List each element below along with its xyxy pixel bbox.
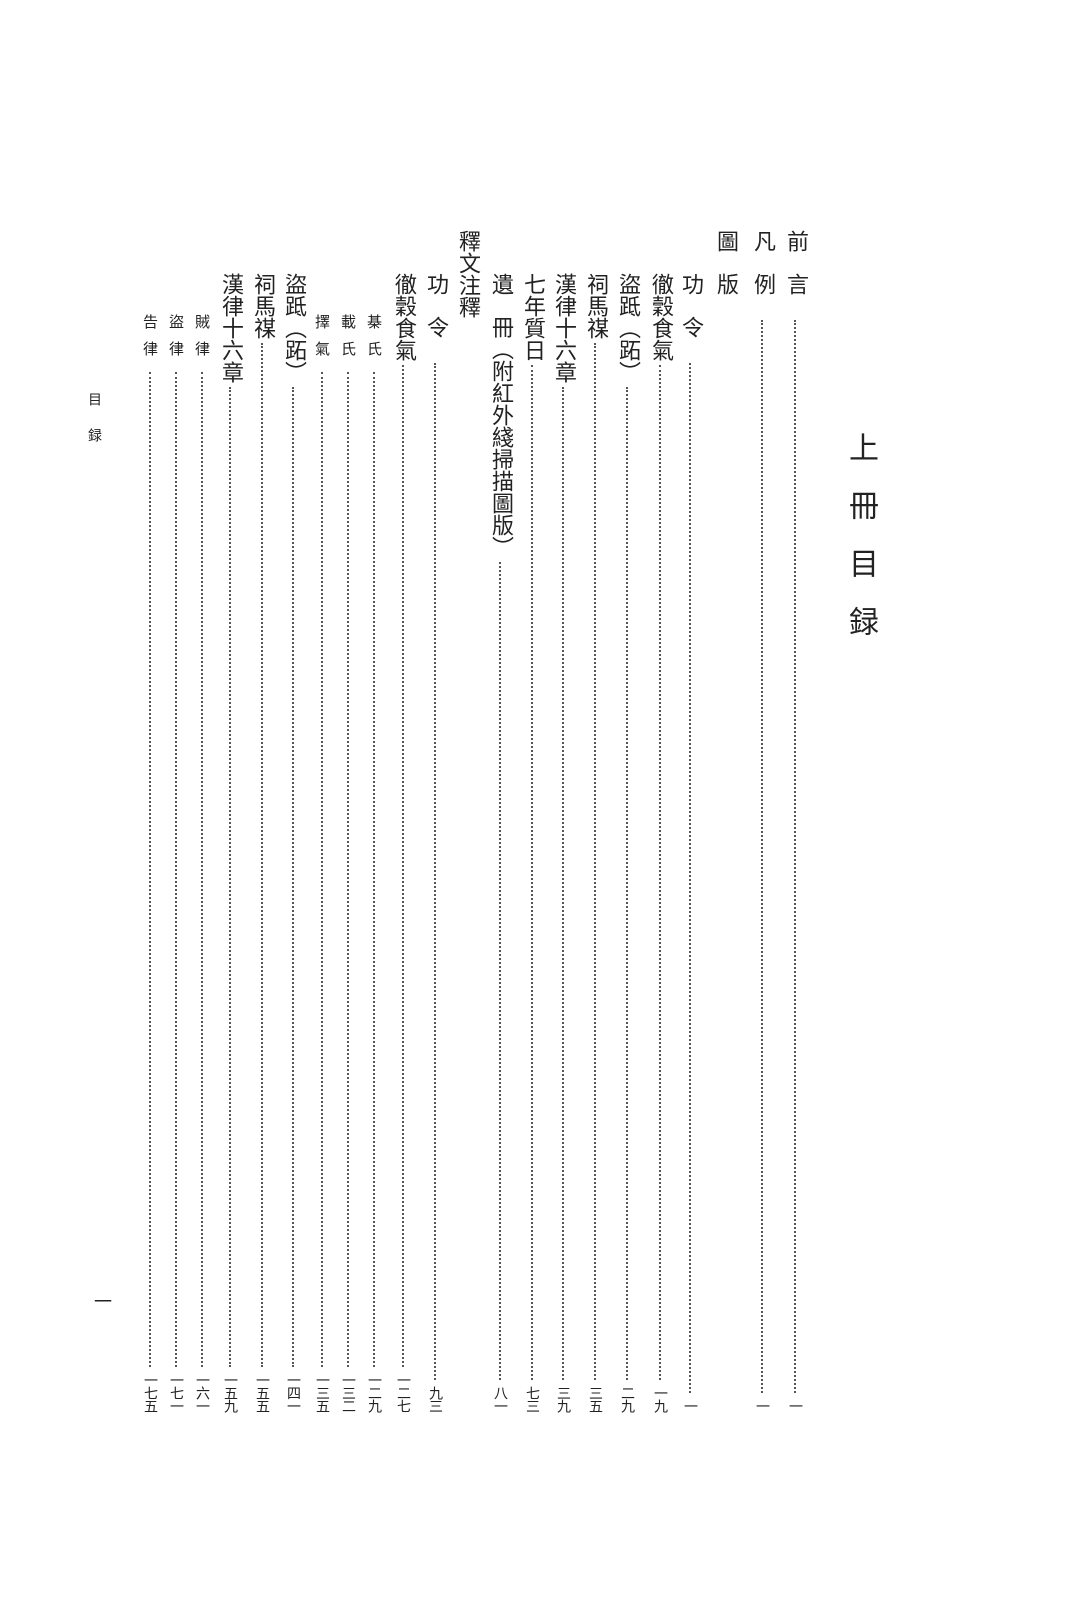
dot-leader [347, 372, 349, 1367]
toc-entry-page: 一三二 [340, 1373, 356, 1412]
toc-entry-page: 一二九 [366, 1373, 382, 1412]
toc-entry[interactable]: 賊律 一六一 [189, 314, 215, 1412]
dot-leader [175, 372, 177, 1367]
toc-entry[interactable]: 七年質日 七三 [519, 273, 545, 1412]
toc-entry[interactable]: 擇氣 一三五 [309, 314, 335, 1412]
toc-entry-label-text: 盜䟡（跖） [281, 273, 306, 383]
toc-entry[interactable]: 遺冊（附紅外綫掃描圖版） 八一 [487, 273, 513, 1412]
toc-entry[interactable]: 圖版 [712, 230, 738, 316]
toc-entry-page: 一二七 [395, 1373, 411, 1412]
toc-entry[interactable]: 凡例一 [749, 230, 775, 1412]
page-title: 上冊目録 [843, 432, 878, 664]
toc-entry-page: 一六一 [194, 1373, 210, 1412]
dot-leader [321, 372, 323, 1367]
toc-entry-label: 祠馬禖 [583, 273, 608, 339]
toc-entry-label: 七年質日 [520, 273, 545, 361]
toc-entry-page: 一三五 [314, 1373, 330, 1412]
toc-entry-page: 八一 [492, 1386, 508, 1412]
toc-entry-page: 一四一 [285, 1373, 301, 1412]
toc-entry-label: 釋文注釋 [455, 230, 480, 318]
toc-entry-label: 棊氏 [365, 314, 383, 368]
toc-entry-page: 一五五 [254, 1373, 270, 1412]
toc-entry-label: 漢律十六章 [218, 273, 243, 383]
dot-leader [594, 343, 596, 1380]
dot-leader [499, 562, 501, 1380]
dot-leader [229, 387, 231, 1367]
toc-entry-page: 一 [682, 1399, 698, 1412]
toc-entry-page: 三九 [555, 1386, 571, 1412]
toc-entry-page: 一五九 [222, 1373, 238, 1412]
toc-entry-label: 告律 [141, 314, 159, 368]
page-number: 一 [91, 1292, 112, 1310]
toc-entry[interactable]: 釋文注釋 [454, 230, 480, 318]
toc-entry[interactable]: 功令 九三 [422, 273, 448, 1412]
toc-entry-page: 三五 [587, 1386, 603, 1412]
toc-entry-page: 一九 [652, 1386, 668, 1412]
dot-leader [659, 365, 661, 1380]
toc-entry[interactable]: 徹穀食氣 一九 [647, 273, 673, 1412]
toc-entry-label: 遺冊（附紅外綫掃描圖版） [488, 273, 513, 558]
toc-entry[interactable]: 前言一 [782, 230, 808, 1412]
toc-entry[interactable]: 祠馬禖 一五五 [249, 273, 275, 1412]
toc-entry-page: 一七一 [168, 1373, 184, 1412]
dot-leader [562, 387, 564, 1380]
toc-entry-label: 徹穀食氣 [391, 273, 416, 361]
toc-entry-page: 一 [754, 1399, 770, 1412]
toc-entry-page: 二九 [619, 1386, 635, 1412]
toc-entry[interactable]: 祠馬禖 三五 [582, 273, 608, 1412]
toc-entry[interactable]: 功令一 [677, 273, 703, 1412]
dot-leader [201, 372, 203, 1367]
toc-entry-label: 徹穀食氣 [648, 273, 673, 361]
toc-entry-label: 功令 [423, 273, 448, 359]
toc-entry-label-text: 盜䟡（跖） [615, 273, 640, 383]
toc-entry-label: 盜䟡（跖） [614, 273, 640, 383]
toc-entry-label: 凡例 [750, 230, 775, 316]
dot-leader [761, 320, 763, 1393]
toc-entry[interactable]: 漢律十六章 三九 [550, 273, 576, 1412]
dot-leader [292, 387, 294, 1367]
toc-entry-label: 祠馬禖 [250, 273, 275, 339]
toc-entry[interactable]: 棊氏 一二九 [361, 314, 387, 1412]
toc-entry[interactable]: 盜䟡（跖） 一四一 [280, 273, 306, 1412]
toc-entry-label: 盜律 [167, 314, 185, 368]
running-header: 目録 [86, 392, 102, 464]
toc-entry-page: 一七五 [142, 1373, 158, 1412]
toc-entry-label: 功令 [678, 273, 703, 359]
toc-entry-label: 載氏 [339, 314, 357, 368]
dot-leader [689, 363, 691, 1393]
dot-leader [434, 363, 436, 1380]
toc-entry[interactable]: 盜律 一七一 [163, 314, 189, 1412]
dot-leader [261, 343, 263, 1367]
toc-entry[interactable]: 漢律十六章 一五九 [217, 273, 243, 1412]
toc-entry-label: 盜䟡（跖） [280, 273, 306, 383]
dot-leader [149, 372, 151, 1367]
toc-entry-label: 賊律 [193, 314, 211, 368]
toc-entry[interactable]: 盜䟡（跖） 二九 [614, 273, 640, 1412]
dot-leader [531, 365, 533, 1380]
toc-entry-page: 七三 [524, 1386, 540, 1412]
toc-entry-label: 漢律十六章 [551, 273, 576, 383]
toc-entry[interactable]: 徹穀食氣 一二七 [390, 273, 416, 1412]
toc-entry-label: 圖版 [713, 230, 738, 316]
dot-leader [626, 387, 628, 1380]
toc-entry-page: 一 [787, 1399, 803, 1412]
dot-leader [794, 320, 796, 1393]
dot-leader [402, 365, 404, 1367]
toc-entry[interactable]: 載氏 一三二 [335, 314, 361, 1412]
toc-entry-label: 前言 [783, 230, 808, 316]
toc-entry-page: 九三 [427, 1386, 443, 1412]
dot-leader [373, 372, 375, 1367]
toc-entry[interactable]: 告律 一七五 [137, 314, 163, 1412]
toc-entry-label: 擇氣 [313, 314, 331, 368]
